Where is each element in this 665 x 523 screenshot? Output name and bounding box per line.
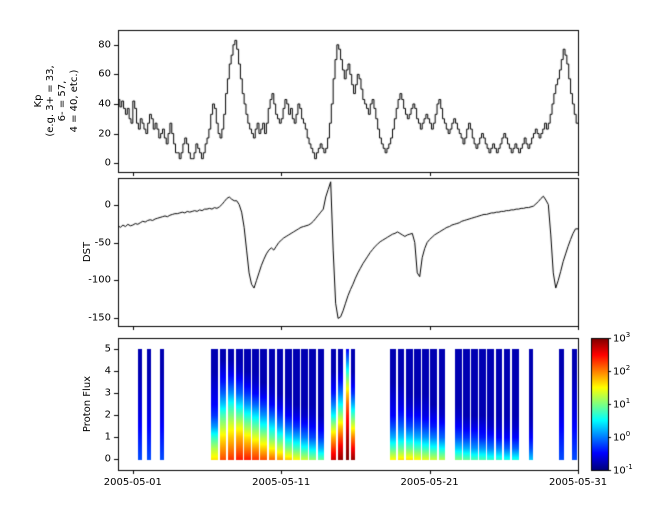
dst-y-axis-label: DST bbox=[82, 241, 93, 263]
proton-flux-y-axis-label: Proton Flux bbox=[82, 375, 93, 433]
kp-y-axis-label: Kp (e.g. 3+ = 33, 6- = 57, 4 = 40, etc.) bbox=[33, 65, 80, 137]
